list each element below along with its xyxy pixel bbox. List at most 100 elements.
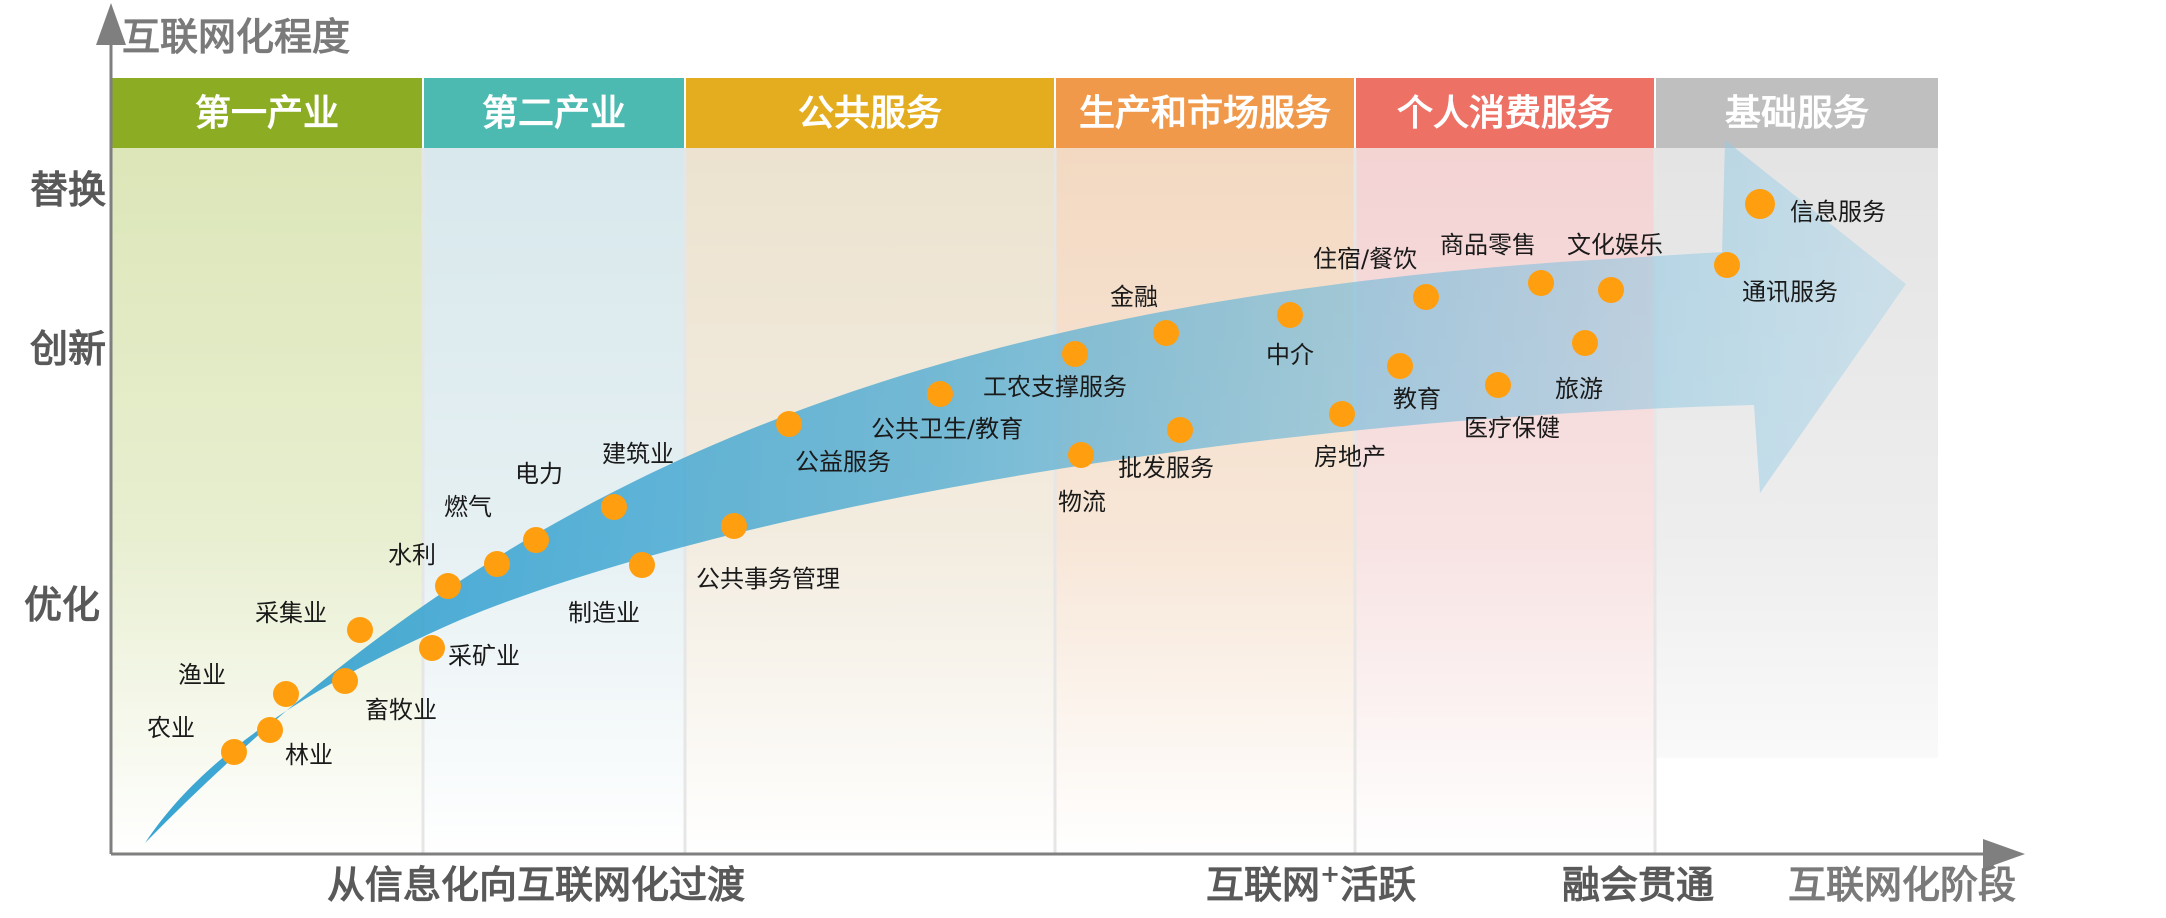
point-marker-info-services xyxy=(1745,189,1775,219)
point-info-services: 信息服务 xyxy=(1745,189,1886,226)
point-label-fishery: 渔业 xyxy=(178,661,226,689)
point-finance: 金融 xyxy=(1110,283,1179,346)
growth-arrow xyxy=(145,140,1906,843)
point-marker-culture-entertainment xyxy=(1598,277,1624,303)
point-tourism: 旅游 xyxy=(1555,330,1603,403)
point-public-welfare: 公益服务 xyxy=(776,411,891,476)
point-wholesale: 批发服务 xyxy=(1118,417,1214,482)
point-education: 教育 xyxy=(1387,353,1441,413)
column-header-production-bar xyxy=(1056,78,1354,148)
column-header-basic-bar xyxy=(1656,78,1938,148)
column-headers: 第一产业 第二产业 公共服务 生产和市场服务 个人消费服务 基础服务 xyxy=(112,78,1938,148)
point-public-affairs: 公共事务管理 xyxy=(696,513,840,593)
point-marker-agency xyxy=(1277,302,1303,328)
point-label-education: 教育 xyxy=(1393,385,1441,413)
column-header-public-bar xyxy=(686,78,1054,148)
point-marker-forestry xyxy=(257,717,283,743)
point-marker-gas xyxy=(484,551,510,577)
column-header-consumer-bar xyxy=(1356,78,1654,148)
x-axis-title: 互联网化阶段 xyxy=(1788,863,2016,907)
point-marker-public-affairs xyxy=(721,513,747,539)
x-stage-active-label: 互联网 xyxy=(1206,863,1320,907)
column-header-consumer-label: 个人消费服务 xyxy=(1397,93,1613,134)
point-marker-wholesale xyxy=(1167,417,1193,443)
column-header-consumer: 个人消费服务 xyxy=(1356,78,1654,148)
column-header-production-label: 生产和市场服务 xyxy=(1079,93,1331,134)
point-marker-agriculture xyxy=(221,739,247,765)
point-label-retail: 商品零售 xyxy=(1440,231,1536,259)
point-label-husbandry: 畜牧业 xyxy=(365,696,437,724)
background-fade xyxy=(110,148,1940,856)
point-husbandry: 畜牧业 xyxy=(332,668,437,724)
point-label-power: 电力 xyxy=(515,460,563,488)
point-label-agriculture: 农业 xyxy=(147,714,195,742)
y-level-optimize: 优化 xyxy=(24,583,100,627)
column-header-public: 公共服务 xyxy=(686,78,1054,148)
point-label-mining: 采矿业 xyxy=(448,642,520,670)
point-marker-fishery xyxy=(273,681,299,707)
point-forestry: 林业 xyxy=(257,717,333,769)
point-manufacturing: 制造业 xyxy=(568,552,655,627)
column-header-public-label: 公共服务 xyxy=(798,93,942,134)
y-level-replace: 替换 xyxy=(30,168,106,212)
point-marker-real-estate xyxy=(1329,401,1355,427)
column-header-secondary-label: 第二产业 xyxy=(482,93,626,134)
point-culture-entertainment: 文化娱乐 xyxy=(1567,231,1663,303)
point-lodging-dining: 住宿/餐饮 xyxy=(1313,245,1439,310)
point-real-estate: 房地产 xyxy=(1314,401,1386,471)
point-marker-manufacturing xyxy=(629,552,655,578)
x-stage-active-suffix: 活跃 xyxy=(1340,863,1417,907)
point-water: 水利 xyxy=(388,541,461,599)
point-marker-agri-industry-support xyxy=(1062,341,1088,367)
point-label-manufacturing: 制造业 xyxy=(568,599,640,627)
y-level-innovate: 创新 xyxy=(30,327,106,371)
point-marker-telecom xyxy=(1714,252,1740,278)
point-marker-health-education xyxy=(927,381,953,407)
point-marker-husbandry xyxy=(332,668,358,694)
point-agency: 中介 xyxy=(1266,302,1314,369)
point-label-finance: 金融 xyxy=(1110,283,1158,311)
point-agriculture: 农业 xyxy=(147,714,247,765)
point-label-forestry: 林业 xyxy=(285,741,333,769)
x-stage-transition: 从信息化向互联网化过渡 xyxy=(327,863,745,907)
column-header-secondary: 第二产业 xyxy=(424,78,684,148)
x-stage-fusion: 融会贯通 xyxy=(1562,863,1714,907)
x-stage-active-sup: + xyxy=(1320,860,1340,888)
point-label-public-affairs: 公共事务管理 xyxy=(696,565,840,593)
y-axis-title: 互联网化程度 xyxy=(122,15,350,59)
column-header-primary-bar xyxy=(112,78,422,148)
point-label-telecom: 通讯服务 xyxy=(1742,278,1838,306)
point-label-healthcare: 医疗保健 xyxy=(1464,414,1560,442)
point-marker-public-welfare xyxy=(776,411,802,437)
point-telecom: 通讯服务 xyxy=(1714,252,1838,306)
point-gathering: 采集业 xyxy=(255,599,373,643)
point-label-water: 水利 xyxy=(388,541,436,569)
point-label-agency: 中介 xyxy=(1266,341,1314,369)
column-header-basic-label: 基础服务 xyxy=(1725,93,1869,134)
point-label-gathering: 采集业 xyxy=(255,599,327,627)
point-marker-gathering xyxy=(347,617,373,643)
point-label-public-welfare: 公益服务 xyxy=(795,448,891,476)
column-header-primary-label: 第一产业 xyxy=(195,93,339,134)
point-marker-tourism xyxy=(1572,330,1598,356)
point-label-lodging-dining: 住宿/餐饮 xyxy=(1313,245,1417,273)
point-health-education: 公共卫生/教育 xyxy=(871,381,1023,443)
point-construction: 建筑业 xyxy=(601,440,674,520)
point-label-construction: 建筑业 xyxy=(602,440,674,468)
point-marker-mining xyxy=(419,635,445,661)
point-marker-construction xyxy=(601,494,627,520)
point-marker-education xyxy=(1387,353,1413,379)
point-retail: 商品零售 xyxy=(1440,231,1554,296)
point-label-gas: 燃气 xyxy=(444,493,492,521)
point-healthcare: 医疗保健 xyxy=(1464,372,1560,442)
column-header-secondary-bar xyxy=(424,78,684,148)
point-marker-healthcare xyxy=(1485,372,1511,398)
column-header-basic: 基础服务 xyxy=(1656,78,1938,148)
point-label-culture-entertainment: 文化娱乐 xyxy=(1567,231,1663,259)
point-label-tourism: 旅游 xyxy=(1555,375,1603,403)
column-header-production: 生产和市场服务 xyxy=(1056,78,1354,148)
point-label-info-services: 信息服务 xyxy=(1790,198,1886,226)
point-label-wholesale: 批发服务 xyxy=(1118,454,1214,482)
